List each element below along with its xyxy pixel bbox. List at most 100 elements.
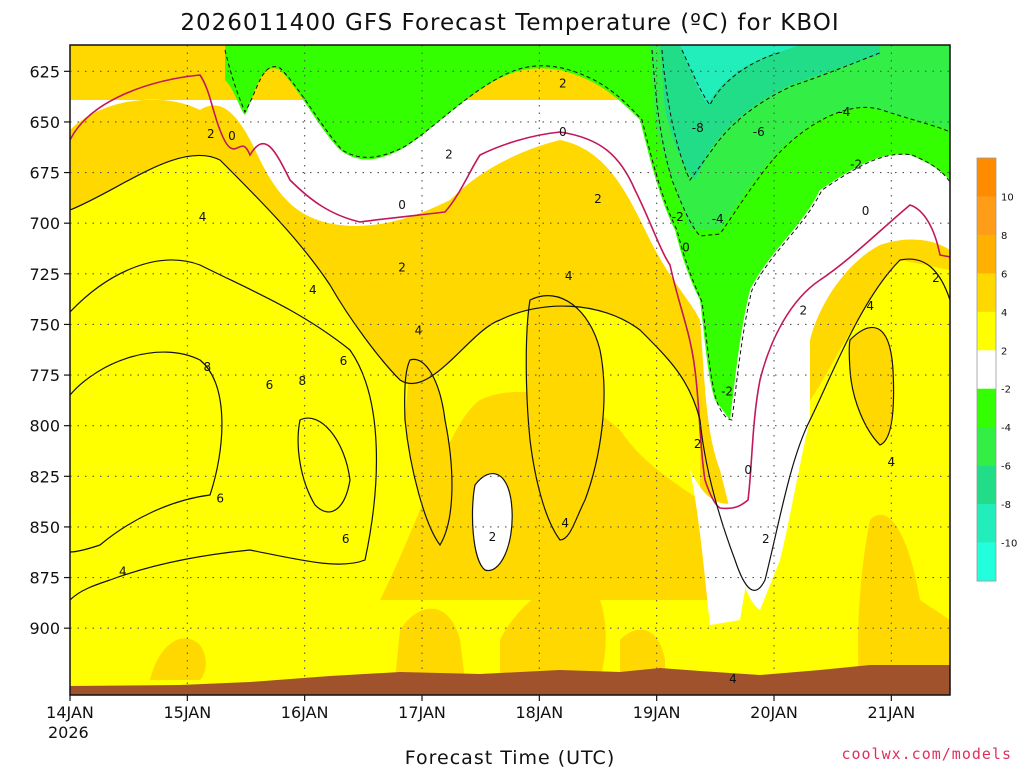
x-tick-label-7: 21JAN: [867, 703, 915, 722]
colorbar-tick-label-5: -2: [1001, 385, 1011, 396]
colorbar-bin-8: [977, 465, 996, 505]
plot-frame: [69, 44, 951, 696]
contour-label-4: 2: [398, 261, 406, 275]
x-year-label: 2026: [48, 723, 89, 742]
contour-label-10: 4: [309, 283, 317, 297]
colorbar-bin-5: [977, 350, 996, 390]
region-4-6-lower-east: [858, 514, 950, 690]
region-4-6-east-plume: [850, 327, 894, 445]
contour-label-15: 8: [298, 374, 306, 388]
contour-label-14: 8: [203, 360, 211, 374]
contour-label-37: 4: [729, 672, 737, 686]
region-4-6-mid-plume: [405, 359, 452, 545]
colorbar-bin-4: [977, 311, 996, 351]
contour-label-11: 4: [415, 324, 423, 338]
y-tick-label-10: 875: [29, 569, 60, 588]
colorbar-tick-label-9: -10: [1001, 539, 1017, 550]
region-minus2-plus2-bubble: [472, 473, 513, 571]
contour-label-3: 0: [398, 198, 406, 212]
contour-label-21: -8: [692, 121, 704, 135]
contour-minus2-line: [224, 49, 950, 421]
contour-label-24: -2: [672, 210, 684, 224]
x-tick-label-3: 17JAN: [398, 703, 446, 722]
contour-label-18: 4: [119, 564, 127, 578]
contour-0-line: [70, 74, 950, 510]
x-tick-label-6: 20JAN: [750, 703, 798, 722]
y-tick-label-5: 750: [29, 315, 60, 334]
contour-label-25: -4: [712, 212, 724, 226]
x-tick-label-1: 15JAN: [163, 703, 211, 722]
y-tick-label-7: 800: [29, 417, 60, 436]
region-minus2-plus2-lower-channel: [690, 470, 760, 625]
contour-label-30: 2: [694, 437, 702, 451]
y-tick-label-0: 625: [29, 62, 60, 81]
x-tick-label-5: 19JAN: [633, 703, 681, 722]
colorbar-tick-label-4: 2: [1001, 346, 1007, 357]
x-axis: 14JAN 15JAN 16JAN 17JAN 18JAN 19JAN 20JAN 21JAN: [46, 695, 915, 722]
contour-4-east-line: [848, 326, 895, 446]
y-tick-label-6: 775: [29, 366, 60, 385]
contour-2-bubble-line: [471, 473, 513, 572]
y-tick-label-4: 725: [29, 265, 60, 284]
y-tick-label-3: 700: [29, 214, 60, 233]
contour-minus8-line: [681, 49, 783, 106]
terrain: [70, 665, 950, 695]
x-tick-label-4: 18JAN: [515, 703, 563, 722]
colorbar-tick-label-1: 8: [1001, 231, 1007, 242]
region-4-6-center-plume: [526, 295, 605, 540]
contour-label-12: 6: [340, 354, 348, 368]
contour-label-1: 0: [228, 129, 236, 143]
site-credit: coolwx.com/models: [841, 745, 1012, 763]
y-tick-label-9: 850: [29, 518, 60, 537]
y-tick-label-1: 650: [29, 113, 60, 132]
colorbar-bin-2: [977, 234, 996, 274]
contour-label-29: -2: [721, 384, 733, 398]
contour-label-36: 4: [888, 455, 896, 469]
contour-label-5: 2: [559, 76, 567, 90]
region-minus10-minus8: [680, 45, 800, 105]
region-4-6-lower-mid: [150, 583, 665, 680]
contour-label-8: 4: [565, 269, 573, 283]
y-axis: 625 650 675 700 725 750 775 800 825 850 875 900: [29, 62, 70, 638]
colorbar-bin-0: [977, 158, 996, 197]
colorbar-tick-label-0: 10: [1001, 192, 1014, 203]
y-tick-label-11: 900: [29, 619, 60, 638]
colorbar-bin-3: [977, 273, 996, 313]
y-tick-label-2: 675: [29, 164, 60, 183]
region-2-4-upper-band: [70, 155, 700, 601]
y-tick-label-8: 825: [29, 467, 60, 486]
colorbar-bin-6: [977, 388, 996, 428]
contour-4-line: [70, 259, 378, 601]
x-axis-label: Forecast Time (UTC): [405, 747, 615, 768]
contour-label-19: 2: [489, 530, 497, 544]
contour-4-center-line: [525, 295, 605, 541]
contour-6-east-line: [297, 417, 351, 513]
contour-label-20: 4: [561, 516, 569, 530]
x-tick-label-2: 16JAN: [281, 703, 329, 722]
contour-label-33: 2: [800, 303, 808, 317]
colorbar-tick-label-2: 6: [1001, 269, 1007, 280]
colorbar-bin-9: [977, 504, 996, 543]
contour-label-9: 4: [199, 210, 207, 224]
contour-label-17: 6: [342, 532, 350, 546]
contour-label-22: -6: [753, 125, 765, 139]
contour-label-28: 0: [862, 204, 870, 218]
contour-label-26: 0: [682, 240, 690, 254]
contour-label-0: 2: [207, 127, 215, 141]
contour-minus4-line: [651, 49, 950, 237]
contour-label-34: 2: [932, 271, 940, 285]
contour-label-31: 0: [744, 463, 752, 477]
contour-label-32: 2: [762, 532, 770, 546]
x-tick-label-0: 14JAN: [46, 703, 94, 722]
colorbar-tick-label-3: 4: [1001, 308, 1007, 319]
contour-label-13: 6: [266, 378, 274, 392]
contour-4-mid-line: [404, 358, 453, 547]
colorbar-bin-7: [977, 427, 996, 466]
contour-label-7: 2: [594, 192, 602, 206]
colorbar-bin-1: [977, 196, 996, 236]
contour-label-2: 2: [445, 147, 453, 161]
colorbar-tick-label-8: -8: [1001, 500, 1011, 511]
contour-6-line: [70, 351, 223, 553]
